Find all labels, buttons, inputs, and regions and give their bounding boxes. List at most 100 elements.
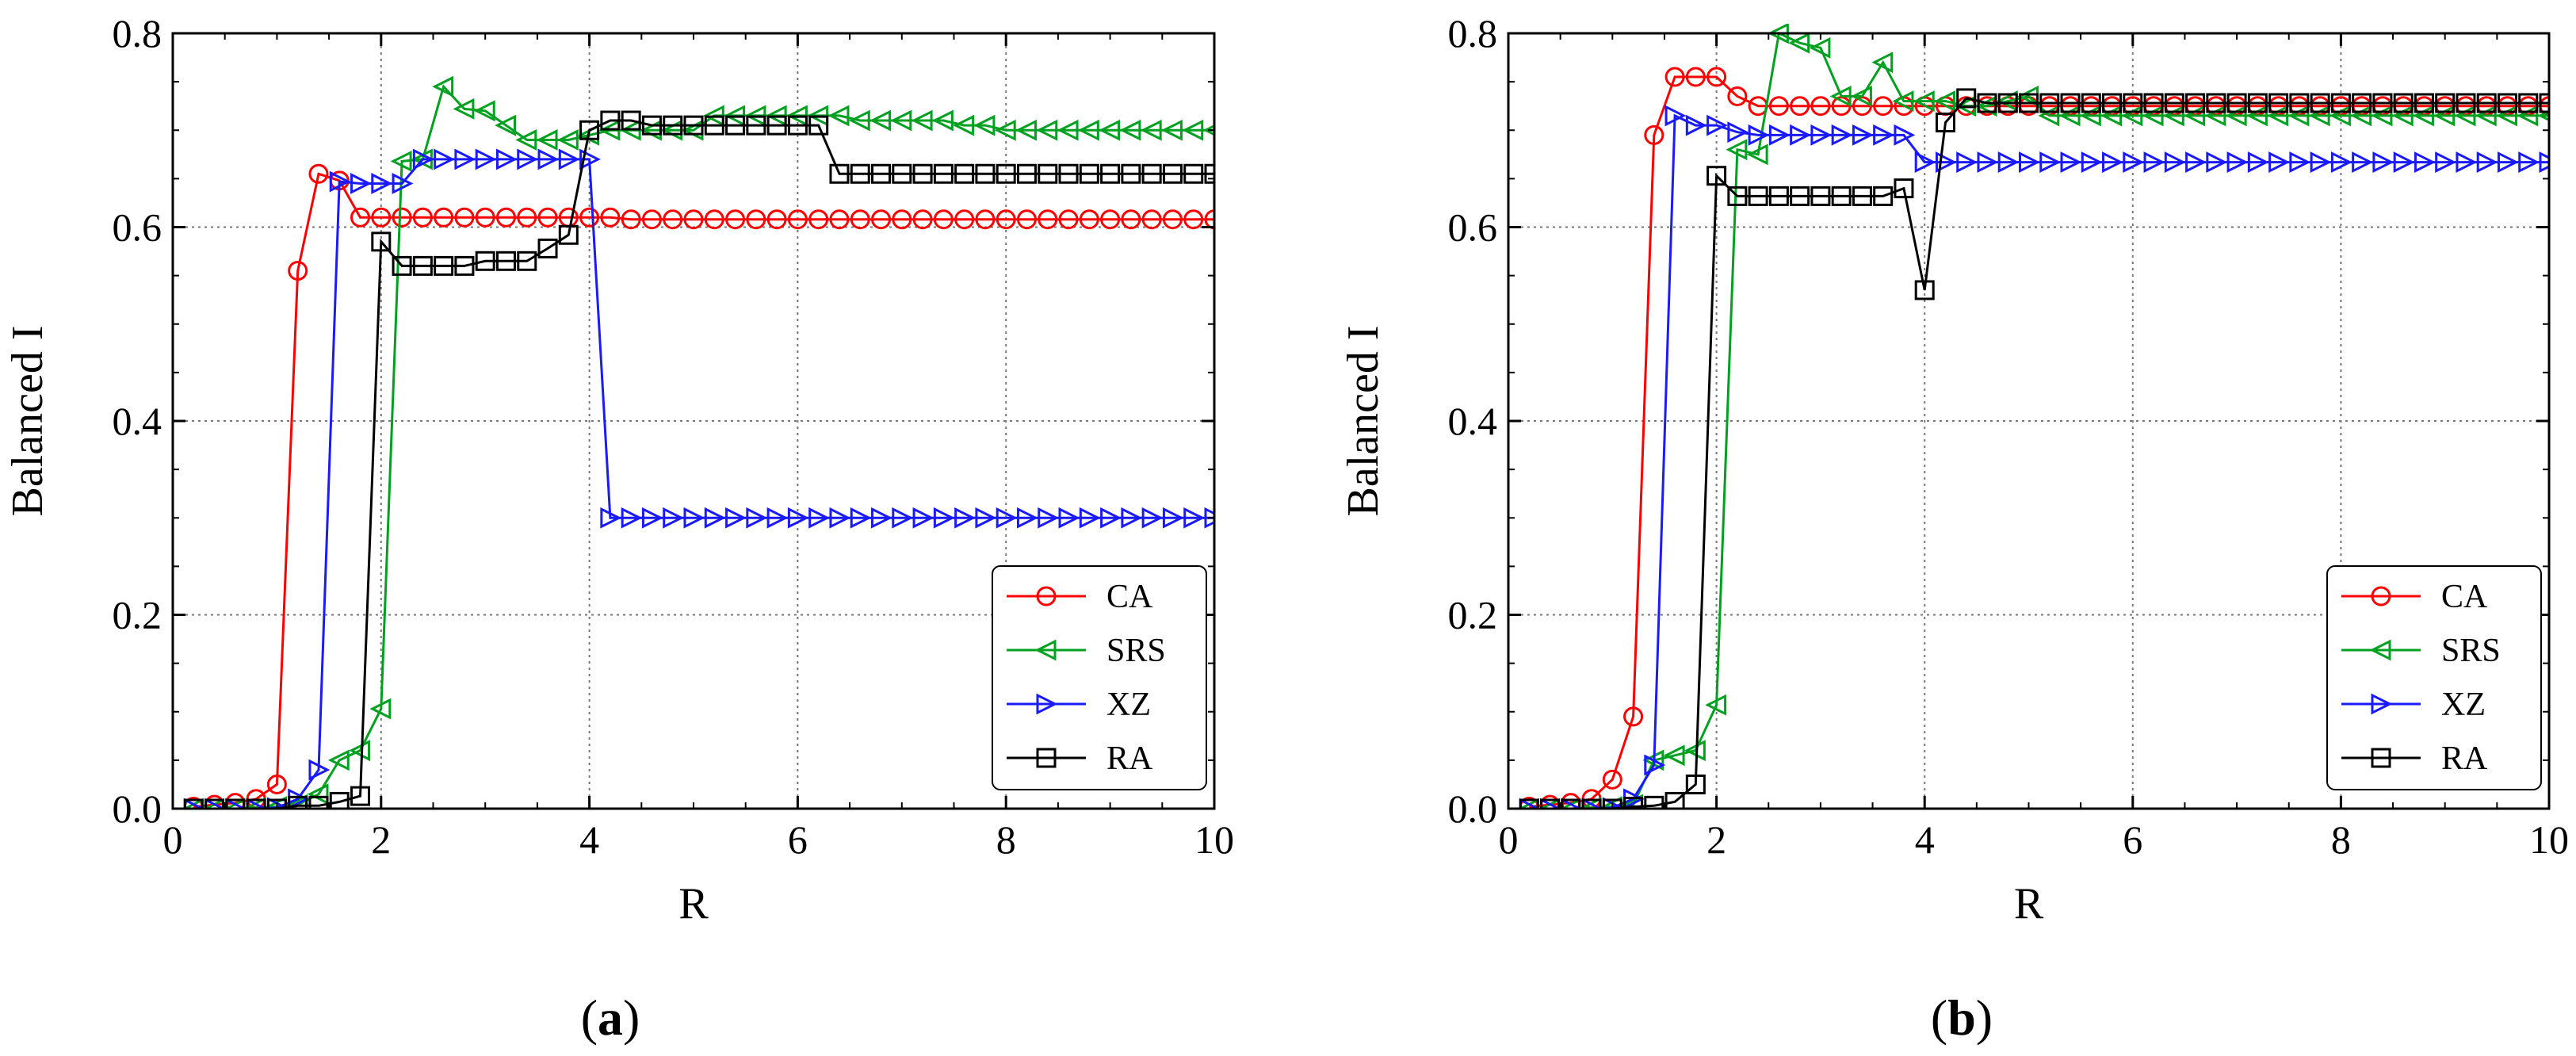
data-point-ca	[1873, 96, 1894, 117]
data-point-ca	[746, 209, 766, 230]
data-point-ca	[621, 209, 641, 230]
data-point-ra	[392, 255, 412, 276]
data-point-xz	[2102, 151, 2123, 174]
series-ca	[183, 163, 1214, 809]
data-point-ra	[892, 163, 912, 184]
x-tick-label: 10	[1194, 817, 1234, 862]
panel-label: (a)	[581, 989, 640, 1046]
data-point-xz	[621, 507, 643, 529]
y-tick-label: 0.6	[1448, 205, 1498, 250]
data-point-ca	[308, 163, 329, 184]
x-tick-label: 10	[2529, 817, 2569, 862]
data-point-srs	[1746, 143, 1768, 166]
data-point-srs	[515, 129, 537, 151]
data-point-srs	[1015, 119, 1037, 141]
y-axis-label: Balanced I	[3, 326, 52, 517]
data-point-xz	[912, 507, 934, 529]
data-point-ca	[1183, 209, 1204, 230]
data-point-xz	[2019, 151, 2040, 174]
data-point-xz	[1997, 151, 2020, 174]
data-point-ca	[975, 209, 996, 230]
data-point-xz	[1810, 124, 1833, 146]
data-point-xz	[1581, 798, 1603, 809]
data-point-xz	[246, 798, 268, 809]
data-point-ca	[412, 207, 433, 228]
data-point-xz	[2206, 151, 2228, 174]
series-line-ca	[193, 172, 1214, 809]
data-point-xz	[2268, 151, 2290, 174]
x-tick-label: 8	[2331, 817, 2351, 862]
data-point-ra	[1561, 798, 1581, 809]
data-point-xz	[2185, 151, 2207, 174]
data-point-srs	[349, 740, 371, 762]
data-point-ra	[746, 115, 766, 136]
data-point-ra	[1977, 93, 1997, 113]
x-tick-label: 4	[579, 817, 599, 862]
data-point-ca	[1685, 67, 1706, 87]
x-axis-label: R	[2014, 879, 2044, 928]
data-point-ra	[2206, 93, 2226, 113]
data-point-ra	[329, 791, 350, 809]
data-point-ca	[683, 209, 704, 230]
series-xz	[183, 148, 1214, 809]
data-point-xz	[1644, 754, 1666, 776]
data-point-ra	[2060, 93, 2081, 113]
data-point-xz	[683, 507, 705, 529]
data-point-ra	[1016, 163, 1037, 184]
data-point-ra	[2081, 93, 2101, 113]
data-point-xz	[1519, 798, 1541, 809]
data-point-ca	[537, 207, 558, 228]
data-point-srs	[390, 150, 412, 172]
data-point-ra	[2123, 93, 2143, 113]
data-point-ca	[475, 207, 495, 228]
data-point-srs	[1829, 86, 1852, 107]
data-point-xz	[183, 798, 205, 809]
data-point-xz	[663, 507, 685, 529]
data-point-srs	[1140, 119, 1162, 141]
data-point-ca	[288, 261, 308, 281]
data-point-xz	[808, 507, 831, 529]
data-point-ra	[204, 798, 225, 809]
data-point-xz	[2456, 151, 2478, 174]
data-point-xz	[2330, 151, 2352, 174]
data-point-ra	[2414, 93, 2434, 113]
data-point-srs	[848, 109, 870, 132]
data-point-xz	[1831, 124, 1853, 146]
data-point-xz	[2497, 151, 2519, 174]
data-point-ra	[1141, 163, 1162, 184]
legend: CA SRS XZ RA	[2326, 565, 2542, 790]
data-point-xz	[2372, 151, 2394, 174]
data-point-ca	[454, 207, 475, 228]
data-point-ca	[1162, 209, 1183, 230]
data-point-ca	[1141, 209, 1162, 230]
legend-label-ra: RA	[2441, 740, 2488, 777]
data-point-ra	[1204, 163, 1214, 184]
data-point-xz	[641, 507, 663, 529]
data-point-xz	[1664, 105, 1687, 127]
data-point-ra	[2539, 93, 2549, 113]
data-point-ca	[641, 209, 662, 230]
data-point-ca	[1602, 769, 1622, 790]
data-point-ra	[1873, 186, 1894, 206]
chart-panel-b: 0 2 4 6 8 10 0.0 0.2 0.4 0.6 0.8 R Balanced I CA SRS XZ…	[1339, 11, 2569, 1046]
data-point-srs	[994, 119, 1016, 141]
data-point-srs	[1663, 744, 1685, 767]
data-point-ca	[996, 209, 1016, 230]
data-point-ca	[704, 209, 724, 230]
data-point-xz	[412, 148, 434, 170]
data-point-srs	[932, 109, 954, 132]
data-point-xz	[1956, 151, 1978, 174]
data-point-ra	[2185, 93, 2206, 113]
series-line-ra	[193, 119, 1214, 809]
data-point-ra	[1831, 186, 1852, 206]
data-point-srs	[1892, 90, 1914, 113]
data-point-ra	[1894, 178, 1914, 199]
data-point-xz	[1540, 798, 1561, 809]
data-point-ra	[2456, 93, 2476, 113]
data-point-xz	[2289, 151, 2311, 174]
data-point-ra	[2352, 93, 2372, 113]
data-point-ra	[621, 110, 641, 131]
data-point-srs	[307, 783, 329, 805]
data-point-srs	[432, 75, 454, 98]
